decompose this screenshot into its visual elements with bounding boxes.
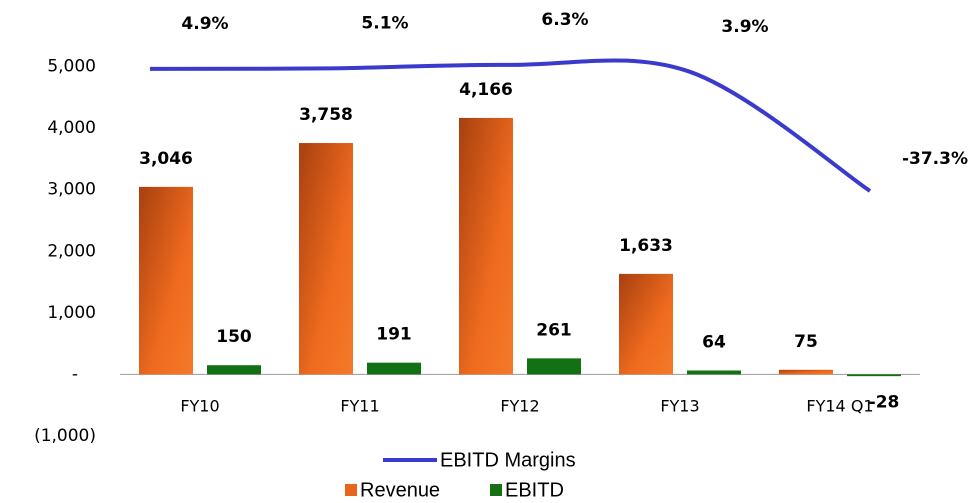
y-tick-label: 5,000 xyxy=(47,57,96,77)
data-label: 3.9% xyxy=(721,17,768,37)
legend-swatch xyxy=(490,484,502,496)
data-label: 5.1% xyxy=(361,13,408,33)
data-label: 64 xyxy=(702,332,726,352)
x-tick-label: FY13 xyxy=(660,397,699,416)
legend-label: EBITD xyxy=(505,479,564,501)
y-tick-label: 1,000 xyxy=(47,303,96,323)
bar xyxy=(299,143,353,375)
line xyxy=(149,58,872,193)
data-label: 75 xyxy=(794,332,818,352)
data-label: 3,758 xyxy=(299,105,353,125)
x-tick-label: FY14 Q1 xyxy=(806,397,873,416)
y-tick-label: 4,000 xyxy=(47,118,96,138)
data-label: 6.3% xyxy=(541,10,588,30)
x-tick-label: FY10 xyxy=(180,397,219,416)
data-label: 4,166 xyxy=(459,80,513,100)
bar xyxy=(139,186,193,375)
x-tick-label: FY11 xyxy=(340,397,379,416)
y-tick-label: 2,000 xyxy=(47,241,96,261)
data-label: 3,046 xyxy=(139,149,193,169)
data-label: -28 xyxy=(869,392,900,412)
legend-swatch xyxy=(345,484,357,496)
bar xyxy=(619,273,673,375)
data-label: 261 xyxy=(536,320,572,340)
bar xyxy=(527,358,581,375)
x-tick-label: FY12 xyxy=(500,397,539,416)
bar xyxy=(779,369,833,375)
data-label: 4.9% xyxy=(181,14,228,34)
bar xyxy=(459,117,513,375)
y-tick-label: (1,000) xyxy=(34,426,96,446)
bar xyxy=(847,374,901,377)
bar xyxy=(367,362,421,375)
bar xyxy=(207,365,261,375)
data-label: 191 xyxy=(376,325,412,345)
y-tick-label: - xyxy=(72,364,78,384)
y-tick-label: 3,000 xyxy=(47,180,96,200)
legend-label: EBITD Margins xyxy=(440,449,576,471)
legend-label: Revenue xyxy=(360,479,440,501)
bar xyxy=(687,370,741,375)
data-label: -37.3% xyxy=(902,149,968,169)
data-label: 150 xyxy=(216,327,252,347)
data-label: 1,633 xyxy=(619,236,673,256)
